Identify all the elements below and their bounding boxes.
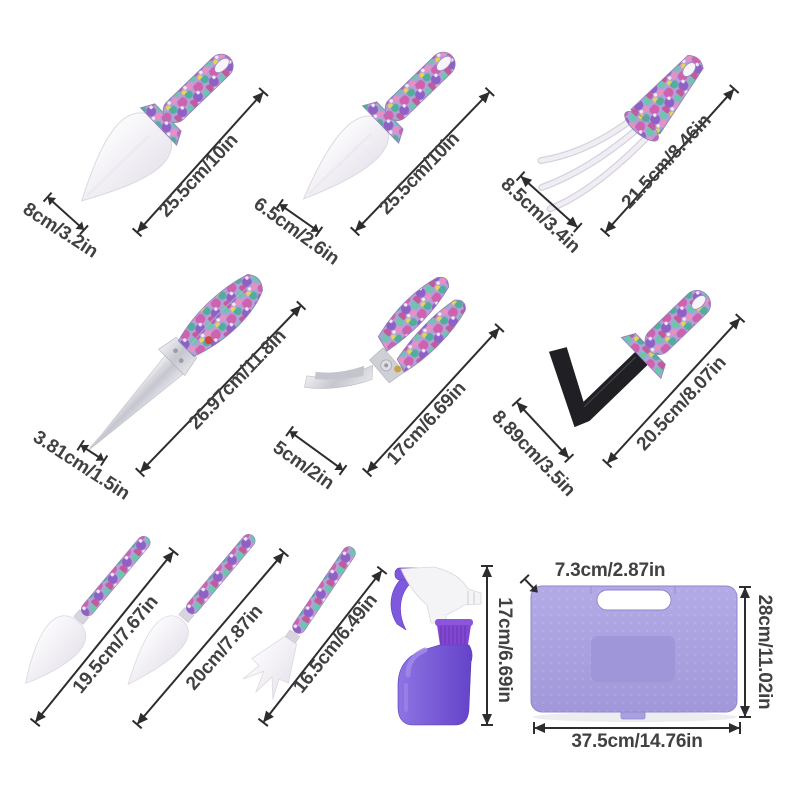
- trowel-large: [80, 53, 234, 202]
- dim-label-bottle-height: 17cm/6.69in: [494, 597, 515, 703]
- storage-case: [530, 585, 738, 722]
- dim-label-case-height: 28cm/11.02in: [754, 594, 775, 710]
- dim-label-case-depth: 7.3cm/2.87in: [554, 560, 666, 581]
- spray-body: [397, 644, 473, 726]
- spray-head: [400, 566, 482, 624]
- dim-arrow-bottle-height: [481, 565, 493, 726]
- pruning-shears: [304, 276, 466, 389]
- mini-trowel-1: [25, 535, 151, 684]
- case-handle-hole: [596, 589, 672, 611]
- mini-trowel-2: [127, 533, 256, 686]
- dim-arrow-case-width: [533, 722, 741, 734]
- hand-cultivator: [537, 55, 704, 213]
- spray-bottle: [390, 566, 482, 726]
- spray-trigger: [390, 576, 413, 631]
- mini-rake: [242, 546, 356, 700]
- garden-scissors: [88, 273, 263, 451]
- dim-arrow-case-height: [739, 586, 751, 718]
- spray-cap: [437, 625, 471, 645]
- transplanter: [302, 51, 456, 200]
- case-label-patch: [591, 636, 675, 682]
- hand-weeder: [548, 289, 711, 428]
- dim-label-case-width: 37.5cm/14.76in: [571, 731, 703, 752]
